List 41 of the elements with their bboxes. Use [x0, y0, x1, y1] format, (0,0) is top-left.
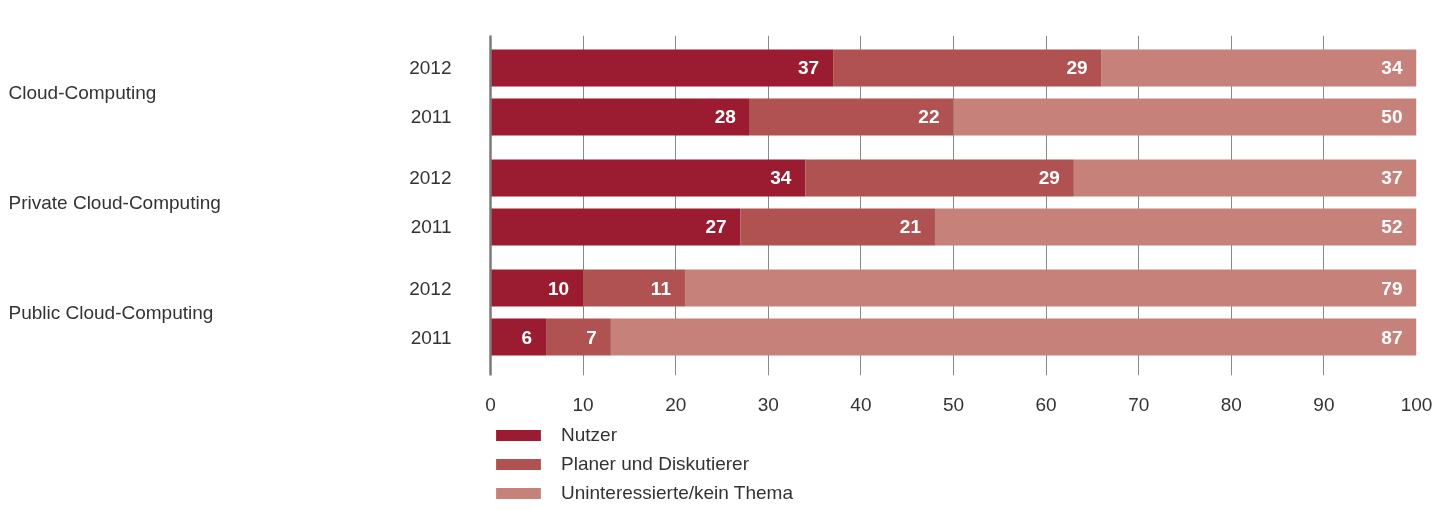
x-tick-label: 30 [757, 393, 779, 415]
y-tick-label: 2011 [410, 326, 452, 348]
data-label: 79 [1381, 277, 1403, 299]
x-tick-label: 50 [942, 393, 965, 415]
y-tick-label: 2012 [409, 277, 452, 299]
data-label: 6 [521, 326, 533, 348]
x-tick-label: 90 [1313, 393, 1335, 415]
text: Cloud-Computing [8, 81, 157, 103]
data-label: 37 [1381, 167, 1403, 189]
data-label: 29 [1038, 167, 1060, 189]
legend-label: Nutzer [561, 422, 617, 447]
y-tick-label: 2012 [409, 167, 452, 189]
data-label: 10 [547, 277, 570, 299]
y-tick-label: 2011 [410, 106, 452, 128]
x-tick-label: 70 [1128, 393, 1150, 415]
data-label: 52 [1381, 216, 1403, 238]
text: Private Cloud-Computing [8, 192, 221, 213]
x-tick-label: 40 [850, 393, 872, 415]
y-tick-label: 2012 [409, 57, 452, 79]
data-label: 50 [1381, 106, 1403, 128]
legend-label: Planer und Diskutierer [561, 451, 749, 476]
data-label: 34 [770, 167, 792, 189]
x-tick-label: 100 [1400, 393, 1432, 415]
x-tick-label: 20 [665, 393, 687, 415]
data-label: 28 [714, 106, 736, 128]
x-tick-label: 80 [1220, 393, 1242, 415]
data-label: 11 [650, 277, 672, 299]
x-tick-label: 60 [1035, 393, 1057, 415]
y-tick-label: 2011 [410, 216, 452, 238]
data-label: 87 [1381, 326, 1403, 348]
data-label: 22 [918, 106, 940, 128]
text: Public Cloud-Computing [8, 302, 214, 324]
x-tick-label: 0 [485, 393, 496, 415]
data-label: 21 [899, 216, 922, 238]
legend-label: Uninteressierte/kein Thema [561, 480, 793, 505]
x-tick-label: 10 [572, 393, 594, 415]
data-label: 34 [1381, 57, 1403, 79]
data-label: 27 [705, 216, 727, 238]
data-label: 7 [586, 326, 597, 348]
data-label: 29 [1066, 57, 1088, 79]
data-label: 37 [797, 57, 820, 79]
